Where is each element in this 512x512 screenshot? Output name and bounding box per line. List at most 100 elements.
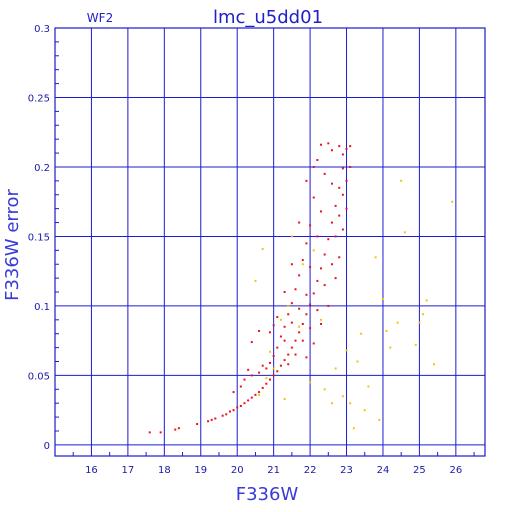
data-point [298, 307, 301, 310]
x-tick-label: 17 [122, 465, 135, 476]
data-point [305, 313, 308, 316]
data-point [298, 325, 301, 328]
data-point [247, 368, 250, 371]
data-point [378, 418, 381, 421]
data-point [309, 266, 312, 269]
data-point [323, 388, 326, 391]
data-point [323, 253, 326, 256]
data-point [320, 267, 323, 270]
grid-lines [55, 27, 485, 456]
data-point [261, 386, 264, 389]
data-point [301, 259, 304, 262]
tick-marks [55, 41, 475, 456]
data-point [283, 359, 286, 362]
data-point [360, 332, 363, 335]
data-point [232, 409, 235, 412]
data-point [290, 235, 293, 238]
x-tick-label: 24 [377, 465, 390, 476]
data-point [243, 402, 246, 405]
data-point [254, 393, 257, 396]
data-point [239, 385, 242, 388]
data-point [320, 318, 323, 321]
x-tick-label: 19 [194, 465, 207, 476]
y-tick-label: 0 [44, 441, 50, 452]
data-point [338, 214, 341, 217]
data-point [330, 263, 333, 266]
data-point [258, 371, 261, 374]
data-point [243, 378, 246, 381]
data-point [272, 374, 275, 377]
data-point [341, 153, 344, 156]
data-point [400, 179, 403, 182]
data-point [250, 341, 253, 344]
data-point [316, 159, 319, 162]
data-point [174, 428, 177, 431]
data-point [221, 414, 224, 417]
data-point [316, 235, 319, 238]
data-point [207, 420, 210, 423]
data-point [287, 313, 290, 316]
data-point [341, 167, 344, 170]
data-point [320, 143, 323, 146]
data-point [294, 288, 297, 291]
data-point [323, 172, 326, 175]
y-tick-label: 0.05 [28, 371, 50, 382]
data-point [269, 350, 271, 353]
data-point [283, 339, 286, 342]
data-point [258, 391, 261, 394]
data-point [432, 363, 435, 366]
data-point [418, 321, 421, 324]
y-tick-label: 0.2 [34, 163, 50, 174]
data-point [422, 313, 425, 316]
data-point [287, 353, 290, 356]
data-point [159, 431, 162, 434]
data-point [341, 395, 344, 398]
data-point [250, 396, 253, 399]
data-point [345, 207, 348, 210]
x-tick-label: 26 [449, 465, 462, 476]
data-point [265, 382, 268, 385]
data-point [254, 279, 257, 282]
data-point [338, 186, 341, 189]
data-point [345, 147, 348, 150]
data-point [316, 309, 319, 312]
data-point [290, 346, 293, 349]
data-point [247, 399, 250, 402]
data-point [265, 367, 268, 370]
x-tick-label: 21 [267, 465, 280, 476]
data-point [276, 346, 279, 349]
data-point [356, 360, 359, 363]
data-point [290, 302, 293, 305]
data-point [345, 179, 348, 182]
data-point [261, 247, 264, 250]
data-point [385, 329, 388, 332]
data-point [451, 200, 454, 203]
data-point [298, 331, 301, 334]
data-point [396, 321, 399, 324]
chart-title: lmc_u5dd01 [213, 7, 323, 28]
x-tick-label: 22 [304, 465, 317, 476]
data-point [269, 378, 271, 381]
data-point [148, 431, 151, 434]
data-point [261, 364, 264, 367]
data-point [301, 339, 304, 342]
data-point [250, 374, 253, 377]
data-point [381, 297, 384, 300]
data-point [294, 339, 297, 342]
data-point [334, 204, 337, 207]
data-point [327, 142, 330, 145]
data-point [349, 165, 352, 168]
data-point [341, 228, 344, 231]
data-point [305, 242, 308, 245]
data-point [309, 224, 312, 227]
chart-subtitle: WF2 [87, 11, 113, 25]
data-point [316, 279, 319, 282]
x-tick-label: 18 [158, 465, 171, 476]
data-point [258, 329, 261, 332]
data-point [334, 367, 337, 370]
data-point [323, 284, 326, 287]
data-point [236, 406, 239, 409]
data-point [327, 304, 330, 307]
data-point [349, 402, 352, 405]
data-point [276, 316, 279, 319]
